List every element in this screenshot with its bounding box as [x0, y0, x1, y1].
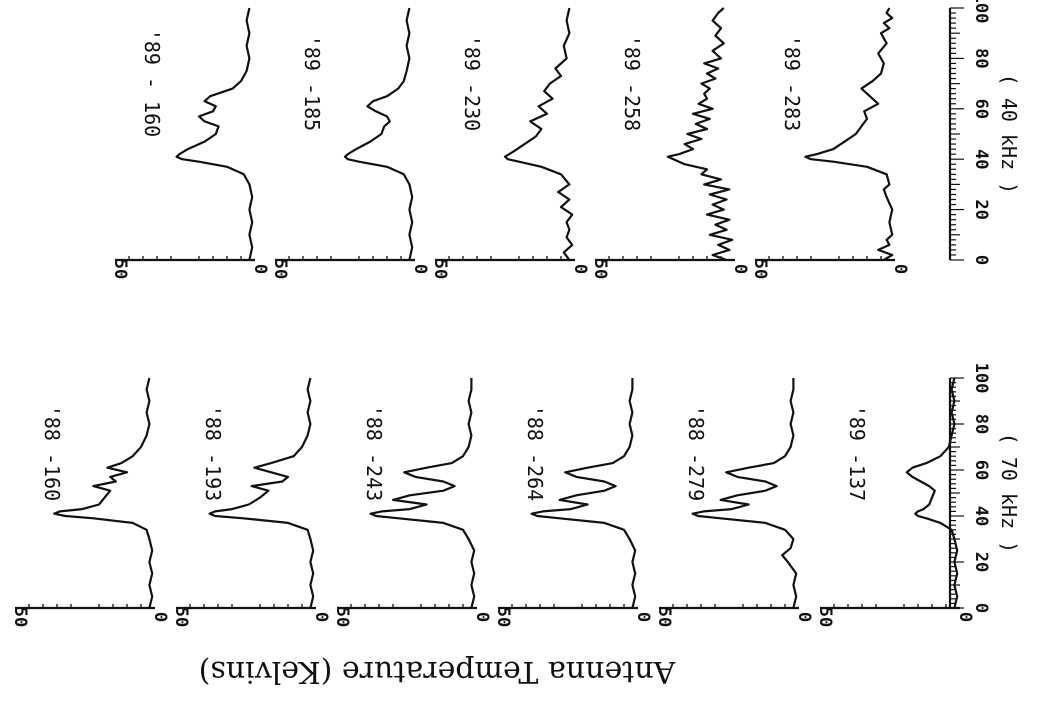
spectrum-panel: 0 50 '88 -264 — [493, 378, 653, 627]
ylabel-group: Antenna Temperature (Kelvins) — [199, 654, 677, 689]
panel-label: '89 -185 — [300, 35, 324, 131]
frequency-tick-label: 100 — [971, 0, 991, 23]
frequency-axis-label: ( 40 kHz ) — [997, 74, 1021, 194]
temperature-tick-label: 0 — [410, 264, 430, 274]
temperature-tick-label: 50 — [10, 607, 30, 627]
spectrum-line — [503, 7, 574, 261]
spectrum-panel: 0 50 '89 -137 — [815, 377, 975, 627]
panel-label: '88 -160 — [40, 405, 64, 501]
temperature-tick-label: 50 — [654, 607, 674, 627]
temperature-tick-label: 50 — [171, 607, 191, 627]
temperature-tick-label: 0 — [250, 264, 270, 274]
temperature-tick-label: 50 — [110, 259, 130, 279]
temperature-tick-label: 0 — [570, 264, 590, 274]
temperature-tick-label: 0 — [311, 612, 331, 622]
temperature-tick-label: 50 — [332, 607, 352, 627]
spectrum-line — [343, 7, 414, 261]
spectrum-panel: 0 50 '88 -160 — [10, 377, 170, 627]
spectrum-line — [175, 7, 254, 261]
temperature-tick-label: 0 — [890, 264, 910, 274]
temperature-tick-label: 0 — [633, 612, 653, 622]
temperature-tick-label: 50 — [815, 607, 835, 627]
spectrum-panel: 0 50 '88 -243 — [332, 378, 492, 627]
temperature-tick-label: 50 — [590, 259, 610, 279]
spectrum-line — [804, 7, 894, 261]
spectrum-line — [53, 377, 154, 609]
frequency-tick-label: 20 — [971, 199, 991, 219]
panel-label: '88 -243 — [362, 405, 386, 501]
spectrum-panel: 0 50 '89 -230 — [430, 7, 590, 279]
spectrum-line — [208, 377, 315, 609]
frequency-tick-label: 40 — [971, 149, 991, 169]
spectrum-panel: 0 50 '89 -258 — [590, 7, 750, 279]
temperature-tick-label: 0 — [730, 264, 750, 274]
panel-label: '88 -193 — [201, 405, 225, 501]
frequency-tick-label: 60 — [971, 99, 991, 119]
temperature-tick-label: 50 — [430, 259, 450, 279]
frequency-tick-label: 0 — [971, 603, 991, 613]
temperature-tick-label: 0 — [150, 612, 170, 622]
frequency-tick-label: 20 — [971, 552, 991, 572]
spectrum-panel: 0 50 '89 - 160 — [110, 7, 270, 279]
temperature-tick-label: 0 — [794, 612, 814, 622]
frequency-tick-label: 80 — [971, 48, 991, 68]
panel-label: '89 -230 — [460, 35, 484, 131]
y-axis-label: Antenna Temperature (Kelvins) — [199, 654, 677, 689]
temperature-tick-label: 0 — [955, 612, 975, 622]
panel-label: '88 -279 — [684, 405, 708, 501]
panel-label: '89 -137 — [845, 405, 869, 501]
panel-label: '89 -283 — [780, 35, 804, 131]
frequency-tick-label: 0 — [971, 255, 991, 265]
spectrum-panel: 0 50 '88 -193 — [171, 377, 331, 627]
spectrum-line — [369, 378, 476, 609]
temperature-tick-label: 50 — [493, 607, 513, 627]
spectrum-line — [905, 377, 959, 609]
temperature-tick-label: 0 — [472, 612, 492, 622]
frequency-axis: 0 20 40 60 80 100 ( 70 kHz ) — [948, 363, 1021, 613]
spectrum-panel: 0 50 '88 -279 — [654, 378, 814, 627]
panel-label: '89 - 160 — [140, 29, 164, 137]
frequency-tick-label: 40 — [971, 506, 991, 526]
temperature-tick-label: 50 — [750, 259, 770, 279]
frequency-tick-label: 80 — [971, 414, 991, 434]
temperature-tick-label: 50 — [270, 259, 290, 279]
frequency-tick-label: 60 — [971, 460, 991, 480]
spectrum-line — [666, 7, 734, 262]
spectrum-line — [691, 378, 798, 609]
panel-label: '89 -258 — [620, 35, 644, 131]
frequency-axis: 0 20 40 60 80 100 ( 40 kHz ) — [948, 0, 1021, 265]
frequency-axis-label: ( 70 kHz ) — [997, 433, 1021, 553]
frequency-tick-label: 100 — [971, 363, 991, 394]
spectrum-line — [530, 378, 637, 609]
spectrum-panel: 0 50 '89 -185 — [270, 7, 430, 279]
spectrum-panel: 0 50 '89 -283 — [750, 7, 910, 279]
panel-label: '88 -264 — [523, 405, 547, 501]
